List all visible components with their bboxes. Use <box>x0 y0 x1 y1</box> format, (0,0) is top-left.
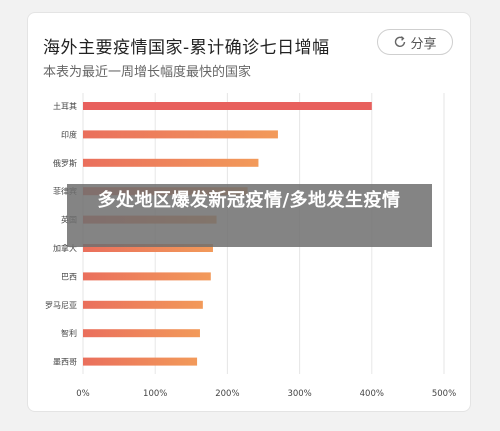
bar[interactable] <box>83 130 278 139</box>
x-tick-label: 100% <box>143 389 167 399</box>
category-label: 罗马尼亚 <box>45 301 77 310</box>
share-label: 分享 <box>410 36 437 52</box>
bar[interactable] <box>83 272 211 281</box>
x-tick-label: 500% <box>432 389 456 399</box>
bar[interactable] <box>83 357 198 366</box>
category-label: 印度 <box>61 129 77 139</box>
overlay-headline: 多处地区爆发新冠疫情/多地发生疫情 <box>97 190 401 211</box>
category-label: 巴西 <box>61 272 77 281</box>
category-label: 菲律宾 <box>53 186 77 196</box>
category-label: 土耳其 <box>53 101 77 111</box>
x-tick-label: 400% <box>360 389 384 399</box>
bar[interactable] <box>83 158 259 167</box>
chart-subtitle: 本表为最近一周增长幅度最快的国家 <box>43 65 252 80</box>
news-overlay-banner[interactable]: 多处地区爆发新冠疫情/多地发生疫情 <box>67 184 432 247</box>
share-button[interactable]: 分享 <box>377 29 453 55</box>
category-label: 智利 <box>61 328 77 338</box>
x-axis-ticks: 0% 100% 200% 300% 400% 500% <box>76 389 456 399</box>
refresh-share-icon <box>393 35 407 49</box>
bar[interactable] <box>83 329 200 338</box>
x-tick-label: 200% <box>215 389 239 399</box>
category-label: 加拿大 <box>53 243 77 253</box>
bar[interactable] <box>83 102 372 110</box>
bar[interactable] <box>83 244 213 252</box>
category-label: 墨西哥 <box>53 358 77 367</box>
bar[interactable] <box>83 300 203 309</box>
category-label: 俄罗斯 <box>53 158 77 168</box>
chart-title: 海外主要疫情国家-累计确诊七日增幅 <box>43 38 330 58</box>
x-tick-label: 0% <box>76 389 90 399</box>
x-tick-label: 300% <box>287 389 311 399</box>
